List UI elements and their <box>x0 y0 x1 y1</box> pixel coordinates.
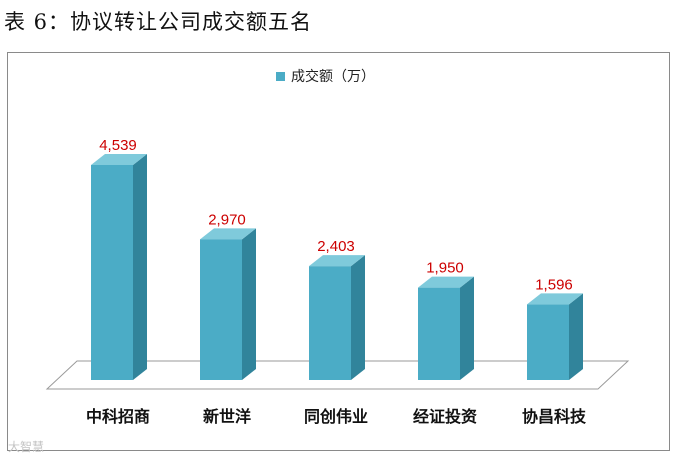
bar-side-1 <box>133 154 147 380</box>
bar-side-4 <box>460 276 474 380</box>
bar-2 <box>200 239 242 380</box>
bar-side-5 <box>569 293 583 380</box>
bar-5 <box>527 304 569 380</box>
data-label-2: 2,970 <box>208 211 246 228</box>
bar-1 <box>91 165 133 380</box>
category-label-4: 经证投资 <box>413 407 477 426</box>
category-label-5: 协昌科技 <box>522 407 587 426</box>
category-label-3: 同创伟业 <box>304 407 368 426</box>
bar-side-2 <box>242 228 256 380</box>
data-label-4: 1,950 <box>426 260 464 277</box>
legend-label: 成交额（万） <box>291 69 375 85</box>
bar-top-5 <box>527 293 583 305</box>
bar-side-3 <box>351 255 365 380</box>
document-title: 表 6：协议转让公司成交额五名 <box>4 10 313 34</box>
data-label-5: 1,596 <box>535 276 573 293</box>
legend: 成交额（万） <box>276 66 375 86</box>
watermark: 大智慧 <box>8 440 45 454</box>
category-label-1: 中科招商 <box>86 407 150 426</box>
bar-top-4 <box>418 276 474 288</box>
data-label-3: 2,403 <box>317 238 355 255</box>
legend-swatch <box>276 71 285 81</box>
category-label-2: 新世洋 <box>203 407 251 426</box>
bar-top-2 <box>200 228 256 240</box>
bar-3 <box>309 266 351 380</box>
data-label-1: 4,539 <box>99 137 137 154</box>
bar-top-1 <box>91 154 147 165</box>
bar-4 <box>418 287 460 380</box>
bar-top-3 <box>309 255 365 267</box>
